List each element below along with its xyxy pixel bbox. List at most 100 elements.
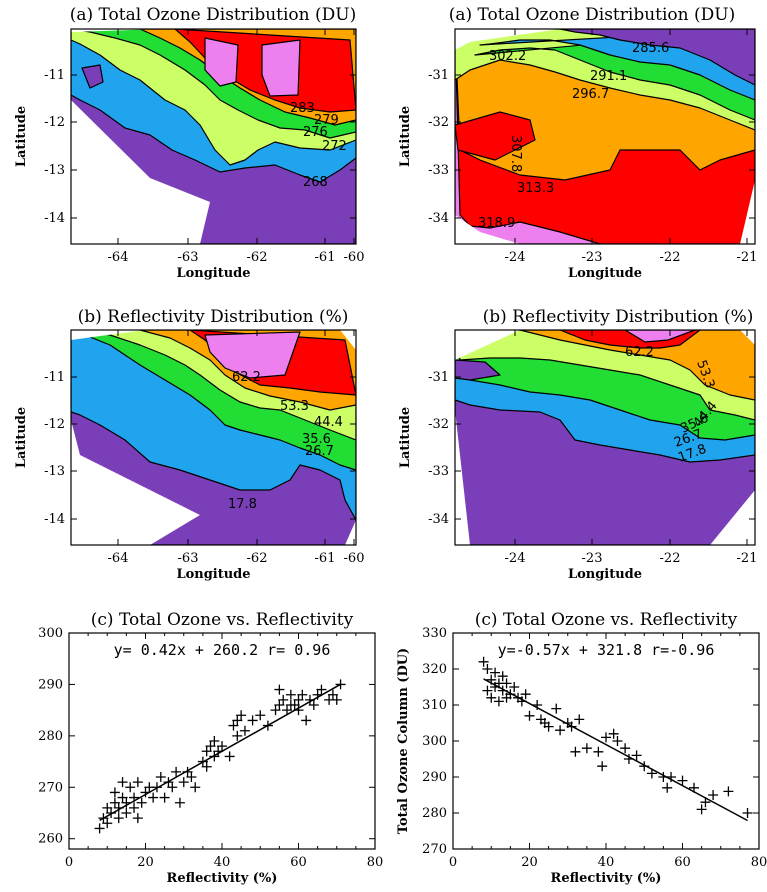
data-point [125,782,136,793]
x-tick-label: -60 [344,250,365,265]
a2-clabel: 318.9 [478,216,515,231]
data-point [304,694,315,705]
x-axis-label: Longitude [176,266,250,281]
data-point [270,705,281,716]
data-point [106,808,117,818]
x-tick-label: -61 [315,250,336,265]
b1-region-white-1 [71,330,145,340]
panel-a1-contour-labels: 283 279 276 272 268 [290,101,347,190]
data-point [117,777,128,788]
data-point [228,720,239,731]
data-point [94,823,105,834]
data-point [688,782,699,793]
data-point [331,694,342,705]
data-point [201,761,212,772]
x-axis-label: Longitude [176,567,250,582]
panel-b1-contour-labels: 62.2 53.3 44.4 35.6 26.7 17.8 [228,370,343,512]
y-tick-label: -11 [44,68,65,83]
data-point [601,732,611,743]
a2-region-red-island [455,111,536,161]
data-point [171,766,182,777]
x-axis-label: Longitude [568,567,642,582]
data-point [136,797,147,808]
data-point [486,674,497,685]
data-point [297,689,308,700]
a2-clabel: 307.8 [508,135,523,172]
y-tick-label: 280 [38,729,63,744]
fit-annotation: y=-0.57x + 321.8 r=-0.96 [498,641,715,659]
y-tick-label: -14 [44,512,65,527]
panel-a1-ozone-map: (a) Total Ozone Distribution (DU) 283 27… [14,5,364,281]
data-point [232,730,243,741]
panel-b1-reflectivity-map: (b) Reflectivity Distribution (%) 62.2 5… [14,307,364,582]
x-tick-label: -24 [505,250,526,265]
y-tick-label: -14 [44,211,65,226]
data-point [493,696,504,707]
x-tick-label: 80 [367,855,384,870]
data-point [109,787,120,798]
x-tick-label: 20 [521,855,538,870]
data-point [505,689,516,700]
a1-region-pink-2 [261,39,301,97]
data-point [132,813,143,824]
panel-a2-contour-labels: 285.6 302.2 291.1 296.7 307.8 313.3 318.… [478,41,669,231]
panel-b2-frame [454,329,756,546]
y-tick-label: 300 [422,734,447,749]
x-tick-label: -62 [247,250,268,265]
x-tick-label: 40 [598,855,615,870]
a2-clabel: 302.2 [489,49,526,64]
x-tick-label: -22 [660,551,681,566]
x-tick-label: -23 [582,551,603,566]
b2-region-white-4 [710,490,755,545]
y-tick-label: -31 [428,68,449,83]
x-tick-label: 60 [290,855,307,870]
data-point [623,754,634,764]
b1-clabel: 62.2 [232,370,261,385]
y-tick-label: -12 [44,417,65,432]
data-point [608,728,619,739]
panel-b2-ticks: -24 -23 -22 -21 -31 -32 -33 -34 Longitude Latitud… [398,330,757,582]
data-point [662,782,673,793]
data-point [132,777,143,788]
data-point [497,671,508,682]
y-tick-label: 310 [422,698,447,713]
data-point [570,746,581,757]
data-point [574,714,585,725]
y-tick-label: 290 [422,770,447,785]
x-tick-label: -62 [247,551,268,566]
b1-clabel: 17.8 [228,497,257,512]
b1-clabel: 44.4 [314,415,343,430]
y-tick-label: -33 [428,163,449,178]
x-tick-label: -63 [178,250,199,265]
y-tick-label: -12 [44,115,65,130]
data-point [708,790,719,800]
data-point [274,700,285,710]
data-point [566,721,577,732]
x-axis-label: Reflectivity (%) [167,871,278,886]
data-point [121,808,132,818]
data-point [197,756,208,767]
b1-region-white-4 [71,420,200,545]
x-tick-label: -22 [660,250,681,265]
panel-b1-title: (b) Reflectivity Distribution (%) [78,307,349,327]
a1-clabel: 276 [303,125,328,140]
x-tick-label: -64 [108,250,129,265]
x-axis-label: Reflectivity (%) [551,871,662,886]
y-tick-label: 270 [422,842,447,857]
y-axis-label: Latitude [14,106,29,167]
y-tick-label: 260 [38,832,63,847]
b2-region-violet-streak [455,359,501,381]
data-point [232,715,243,726]
b2-region-orange [519,330,755,401]
data-point [520,689,531,700]
scatter-title: (c) Total Ozone vs. Reflectivity [91,610,354,630]
a1-region-white-corner-1 [71,100,210,244]
scatter-title: (c) Total Ozone vs. Reflectivity [475,610,738,630]
regression-line [483,678,748,822]
data-point [723,786,734,797]
data-point [113,813,124,824]
panel-c1-scatter: (c) Total Ozone vs. Reflectivity 0 20 40 60 8… [38,610,383,886]
data-point [102,818,113,829]
data-point [501,678,512,689]
y-tick-label: -34 [428,512,449,527]
